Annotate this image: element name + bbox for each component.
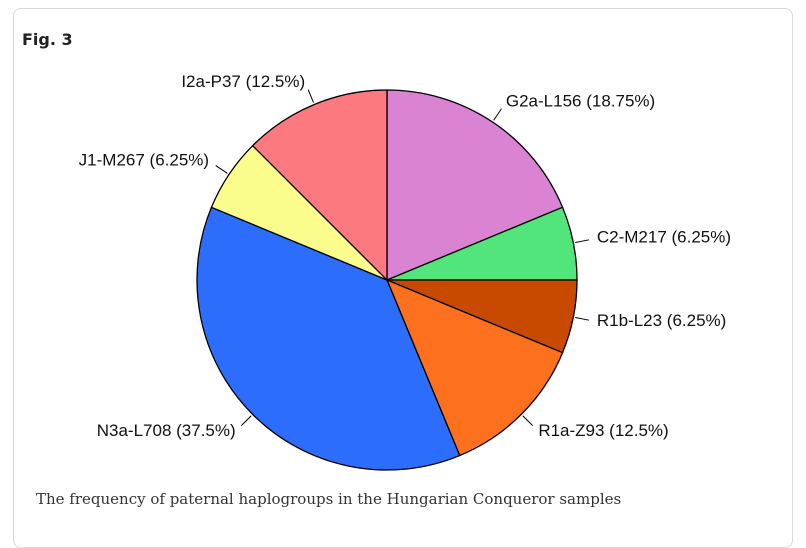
- slice-label-i2a-p37: I2a-P37 (12.5%): [181, 72, 305, 91]
- leader-line-j1-m267: [215, 165, 228, 174]
- pie-slice-i2a-p37: [251, 89, 388, 282]
- pie-labels: G2a-L156 (18.75%) C2-M217 (6.25%) R1b-L23 …: [79, 72, 731, 440]
- pie-slice-n3a-l708: [196, 206, 461, 471]
- slice-label-r1a-z93: R1a-Z93 (12.5%): [538, 421, 668, 440]
- slice-label-n3a-l708: N3a-L708 (37.5%): [97, 421, 236, 440]
- leader-line-r1b-l23: [575, 316, 590, 321]
- pie-chart: G2a-L156 (18.75%) C2-M217 (6.25%) R1b-L23 …: [79, 72, 731, 471]
- figure-caption: The frequency of paternal haplogroups in…: [36, 490, 622, 508]
- pie-leader-lines: [215, 89, 590, 427]
- slice-label-j1-m267: J1-M267 (6.25%): [79, 151, 209, 170]
- slice-label-r1b-l23: R1b-L23 (6.25%): [597, 311, 726, 330]
- slice-label-g2a-l156: G2a-L156 (18.75%): [506, 92, 655, 111]
- leader-line-g2a-l156: [493, 108, 502, 121]
- figure-label: Fig. 3: [22, 30, 73, 49]
- leader-line-r1a-z93: [522, 415, 534, 427]
- leader-line-c2-m217: [575, 239, 590, 244]
- slice-label-c2-m217: C2-M217 (6.25%): [597, 228, 731, 247]
- leader-line-n3a-l708: [240, 415, 252, 427]
- pie-slice-r1a-z93: [385, 278, 564, 457]
- pie-slice-g2a-l156: [386, 89, 564, 281]
- pie-slices: [196, 89, 578, 471]
- leader-line-i2a-p37: [307, 89, 314, 103]
